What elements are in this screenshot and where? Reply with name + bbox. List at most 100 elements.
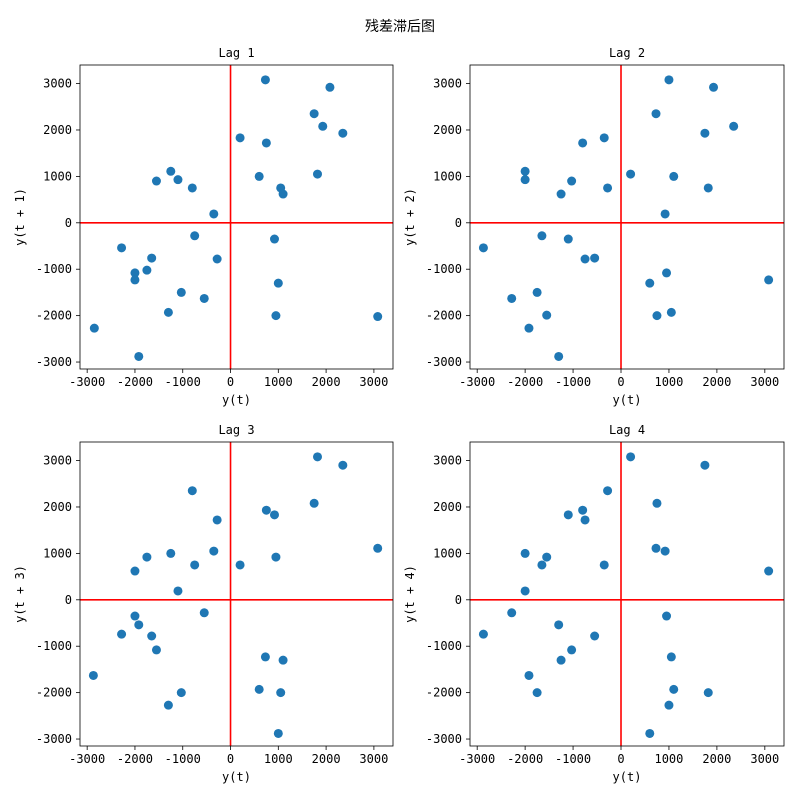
data-point xyxy=(130,611,140,621)
data-point xyxy=(554,620,564,630)
x-tick-label: 2000 xyxy=(312,375,341,389)
x-tick-label: 3000 xyxy=(750,752,779,766)
data-point xyxy=(260,75,270,85)
data-point xyxy=(212,254,222,264)
data-point xyxy=(278,655,288,665)
data-point xyxy=(580,254,590,264)
data-point xyxy=(532,688,542,698)
x-tick-label: -3000 xyxy=(69,375,105,389)
x-tick-label: -3000 xyxy=(459,752,495,766)
x-tick-label: -1000 xyxy=(165,752,201,766)
data-point xyxy=(325,82,335,92)
data-point xyxy=(556,189,566,199)
data-point xyxy=(173,175,183,185)
data-point xyxy=(651,543,661,553)
data-point xyxy=(554,351,564,361)
x-tick-label: 2000 xyxy=(702,752,731,766)
axes-frame xyxy=(79,64,394,370)
data-point xyxy=(176,688,186,698)
data-point xyxy=(590,253,600,263)
scatter-points xyxy=(478,75,774,361)
y-axis-label: y(t + 1) xyxy=(13,188,27,246)
data-point xyxy=(212,515,222,525)
y-tick-label: -1000 xyxy=(426,262,462,276)
y-tick-label: -1000 xyxy=(36,639,72,653)
subplot-title: Lag 4 xyxy=(609,423,645,437)
y-tick-label: 2000 xyxy=(43,123,72,137)
y-tick-label: 0 xyxy=(65,216,72,230)
data-point xyxy=(700,128,710,138)
data-point xyxy=(309,498,319,508)
x-axis-label: y(t) xyxy=(613,770,642,784)
data-point xyxy=(652,311,662,321)
data-point xyxy=(478,243,488,253)
x-axis-label: y(t) xyxy=(222,770,251,784)
y-tick-label: 1000 xyxy=(433,546,462,560)
data-point xyxy=(664,75,674,85)
x-axis-label: y(t) xyxy=(222,393,251,407)
axes-frame xyxy=(469,64,785,370)
data-point xyxy=(312,452,322,462)
x-tick-label: 1000 xyxy=(264,752,293,766)
data-point xyxy=(524,670,534,680)
y-tick-label: 3000 xyxy=(433,77,462,91)
data-point xyxy=(278,189,288,199)
data-point xyxy=(520,166,530,176)
data-point xyxy=(537,231,547,241)
y-tick-label: 0 xyxy=(65,593,72,607)
data-point xyxy=(190,231,200,241)
x-axis-label: y(t) xyxy=(613,393,642,407)
data-point xyxy=(130,275,140,285)
x-tick-label: -1000 xyxy=(555,752,591,766)
data-point xyxy=(478,629,488,639)
data-point xyxy=(373,543,383,553)
data-point xyxy=(603,486,613,496)
y-tick-label: -2000 xyxy=(36,309,72,323)
x-tick-label: 0 xyxy=(227,752,234,766)
plot-area xyxy=(470,65,784,369)
x-tick-label: -2000 xyxy=(507,375,543,389)
data-point xyxy=(271,311,281,321)
lag-subplot-3: -3000 -2000 -1000 0 1000 2000 3000 -3000 -2000 -1… xyxy=(13,423,394,784)
data-point xyxy=(666,652,676,662)
y-tick-label: -2000 xyxy=(36,686,72,700)
subplot-title: Lag 3 xyxy=(218,423,254,437)
figure-suptitle: 残差滞后图 xyxy=(365,19,435,35)
data-point xyxy=(709,82,719,92)
y-tick-label: -3000 xyxy=(36,355,72,369)
data-point xyxy=(276,688,286,698)
y-tick-label: 2000 xyxy=(43,500,72,514)
data-point xyxy=(151,176,161,186)
x-tick-label: -1000 xyxy=(165,375,201,389)
y-axis-label: y(t + 4) xyxy=(403,565,417,623)
data-point xyxy=(273,278,283,288)
data-point xyxy=(147,631,157,641)
data-point xyxy=(166,548,176,558)
data-point xyxy=(626,169,636,179)
x-tick-label: 1000 xyxy=(654,752,683,766)
x-tick-label: -2000 xyxy=(117,752,153,766)
data-point xyxy=(318,121,328,131)
data-point xyxy=(664,700,674,710)
y-axis-label: y(t + 2) xyxy=(403,188,417,246)
data-point xyxy=(235,560,245,570)
data-point xyxy=(700,460,710,470)
y-axis-label: y(t + 3) xyxy=(13,565,27,623)
data-point xyxy=(338,460,348,470)
data-point xyxy=(542,552,552,562)
data-point xyxy=(273,728,283,738)
data-point xyxy=(603,183,613,193)
data-point xyxy=(532,287,542,297)
x-tick-label: 1000 xyxy=(264,375,293,389)
x-tick-label: -3000 xyxy=(459,375,495,389)
data-point xyxy=(567,176,577,186)
data-point xyxy=(254,684,264,694)
data-point xyxy=(507,293,517,303)
data-point xyxy=(666,307,676,317)
y-tick-label: 3000 xyxy=(43,77,72,91)
data-point xyxy=(187,486,197,496)
scatter-points xyxy=(478,452,774,738)
y-tick-label: -2000 xyxy=(426,309,462,323)
x-tick-label: 0 xyxy=(617,752,624,766)
axes-frame xyxy=(79,441,394,747)
